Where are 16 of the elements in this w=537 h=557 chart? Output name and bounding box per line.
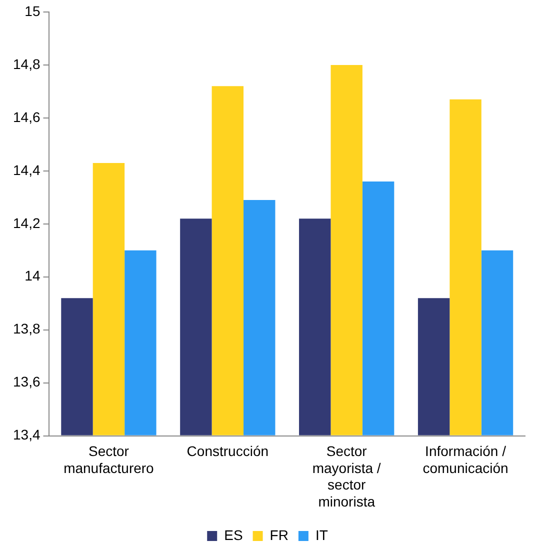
- legend-label: FR: [270, 526, 288, 543]
- y-tick-label: 14,8: [13, 56, 40, 72]
- y-tick-label: 14,4: [13, 162, 40, 178]
- x-tick-label: Sector manufacturero: [64, 443, 154, 476]
- y-tick-label: 13,4: [13, 426, 40, 443]
- y-tick-label: 13,8: [13, 320, 40, 337]
- legend-label: ES: [224, 526, 243, 543]
- y-tick-label: 14,6: [13, 108, 40, 125]
- x-tick-label: Sector mayorista / sector minorista: [312, 443, 381, 510]
- x-tick-label: Construcción: [186, 443, 269, 460]
- y-tick-label: 14,2: [13, 214, 40, 231]
- legend-label: IT: [315, 526, 328, 543]
- y-tick-label: 14: [24, 268, 40, 284]
- x-tick-label: Información / comunicación: [422, 443, 508, 476]
- y-tick-label: 15: [24, 2, 40, 19]
- y-tick-label: 13,6: [13, 374, 40, 390]
